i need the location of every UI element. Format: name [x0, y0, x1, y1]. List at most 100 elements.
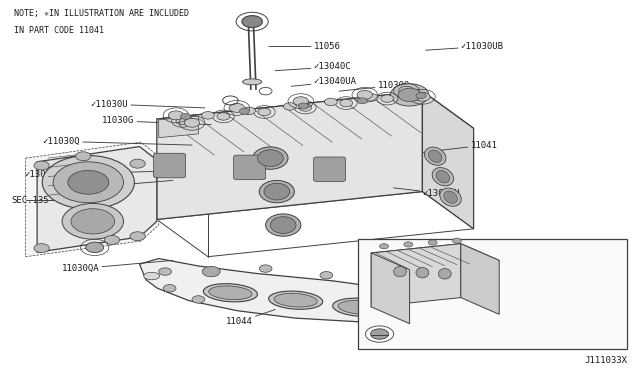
- Circle shape: [416, 93, 426, 99]
- Ellipse shape: [274, 294, 317, 307]
- Circle shape: [180, 113, 191, 119]
- Ellipse shape: [270, 217, 296, 234]
- Circle shape: [284, 103, 296, 110]
- Polygon shape: [37, 147, 157, 252]
- Polygon shape: [371, 244, 461, 307]
- Ellipse shape: [333, 298, 387, 316]
- Ellipse shape: [440, 188, 461, 206]
- Circle shape: [130, 159, 145, 168]
- Ellipse shape: [338, 301, 381, 314]
- Circle shape: [415, 92, 430, 101]
- Circle shape: [406, 89, 419, 97]
- Circle shape: [398, 88, 421, 102]
- Text: 11030Q: 11030Q: [339, 81, 410, 91]
- Polygon shape: [461, 244, 499, 314]
- Circle shape: [320, 272, 333, 279]
- Circle shape: [258, 108, 271, 116]
- Circle shape: [340, 99, 353, 107]
- Circle shape: [34, 161, 49, 170]
- Circle shape: [76, 152, 91, 161]
- Circle shape: [299, 104, 312, 111]
- Ellipse shape: [428, 150, 442, 163]
- Circle shape: [365, 94, 378, 101]
- Circle shape: [217, 113, 230, 120]
- Ellipse shape: [432, 167, 454, 186]
- Circle shape: [357, 98, 367, 104]
- Ellipse shape: [259, 180, 294, 203]
- FancyBboxPatch shape: [314, 157, 346, 182]
- Circle shape: [130, 232, 145, 241]
- Polygon shape: [371, 244, 499, 270]
- Polygon shape: [422, 91, 474, 229]
- Text: ✓13040UB: ✓13040UB: [24, 170, 163, 179]
- Text: ✓11030Q: ✓11030Q: [42, 137, 192, 146]
- Ellipse shape: [416, 267, 429, 278]
- Text: ✓13040C: ✓13040C: [275, 62, 351, 71]
- Circle shape: [371, 329, 388, 339]
- Circle shape: [176, 117, 189, 125]
- Text: J111033X: J111033X: [584, 356, 627, 365]
- Circle shape: [34, 244, 49, 253]
- Ellipse shape: [243, 79, 262, 85]
- Circle shape: [202, 266, 220, 277]
- Text: ✓11030UB: ✓11030UB: [426, 42, 504, 51]
- Circle shape: [380, 244, 388, 249]
- Circle shape: [298, 103, 308, 109]
- Text: NOTE; ✳IN ILLUSTRATION ARE INCLUDED: NOTE; ✳IN ILLUSTRATION ARE INCLUDED: [14, 9, 189, 18]
- Circle shape: [381, 95, 394, 102]
- Bar: [358, 239, 627, 349]
- Text: SEC.135: SEC.135: [12, 196, 61, 205]
- Ellipse shape: [264, 183, 290, 200]
- Ellipse shape: [424, 147, 446, 166]
- Text: 14661P: 14661P: [461, 331, 528, 340]
- Circle shape: [243, 107, 255, 115]
- Circle shape: [293, 97, 308, 106]
- Ellipse shape: [144, 272, 160, 280]
- Text: ✓11030U: ✓11030U: [90, 100, 205, 109]
- Circle shape: [404, 242, 413, 247]
- Text: ✓13040UA: ✓13040UA: [291, 77, 356, 86]
- Circle shape: [357, 90, 372, 99]
- Ellipse shape: [269, 291, 323, 309]
- Ellipse shape: [204, 284, 257, 302]
- Circle shape: [229, 103, 244, 112]
- Polygon shape: [26, 142, 159, 257]
- Circle shape: [68, 170, 109, 194]
- Circle shape: [452, 238, 461, 243]
- Polygon shape: [157, 91, 422, 219]
- Polygon shape: [371, 253, 410, 324]
- Ellipse shape: [253, 147, 288, 169]
- Polygon shape: [159, 116, 198, 138]
- Ellipse shape: [436, 170, 450, 183]
- Text: ✓13040U: ✓13040U: [394, 188, 460, 198]
- Circle shape: [239, 108, 250, 114]
- Circle shape: [358, 281, 371, 288]
- Circle shape: [192, 296, 205, 303]
- Ellipse shape: [444, 191, 458, 203]
- Circle shape: [242, 16, 262, 28]
- Circle shape: [390, 308, 403, 315]
- Ellipse shape: [209, 286, 252, 299]
- Circle shape: [375, 275, 393, 285]
- Text: 11044: 11044: [226, 310, 275, 326]
- Polygon shape: [157, 91, 474, 157]
- Text: IN PART CODE 11041: IN PART CODE 11041: [14, 26, 104, 35]
- Polygon shape: [140, 259, 417, 322]
- Circle shape: [399, 86, 414, 95]
- Circle shape: [184, 118, 200, 127]
- Text: 11030G: 11030G: [102, 116, 211, 125]
- Circle shape: [42, 155, 134, 209]
- Ellipse shape: [438, 269, 451, 279]
- Circle shape: [324, 98, 337, 106]
- Circle shape: [428, 240, 437, 245]
- Circle shape: [53, 162, 124, 203]
- Circle shape: [86, 242, 104, 253]
- Ellipse shape: [402, 306, 418, 313]
- Text: 11030QA: 11030QA: [61, 260, 173, 273]
- Circle shape: [163, 285, 176, 292]
- Ellipse shape: [257, 150, 283, 166]
- Circle shape: [202, 112, 214, 119]
- Text: 11042A: 11042A: [67, 180, 173, 192]
- Text: 11041: 11041: [422, 141, 497, 153]
- Circle shape: [104, 235, 120, 244]
